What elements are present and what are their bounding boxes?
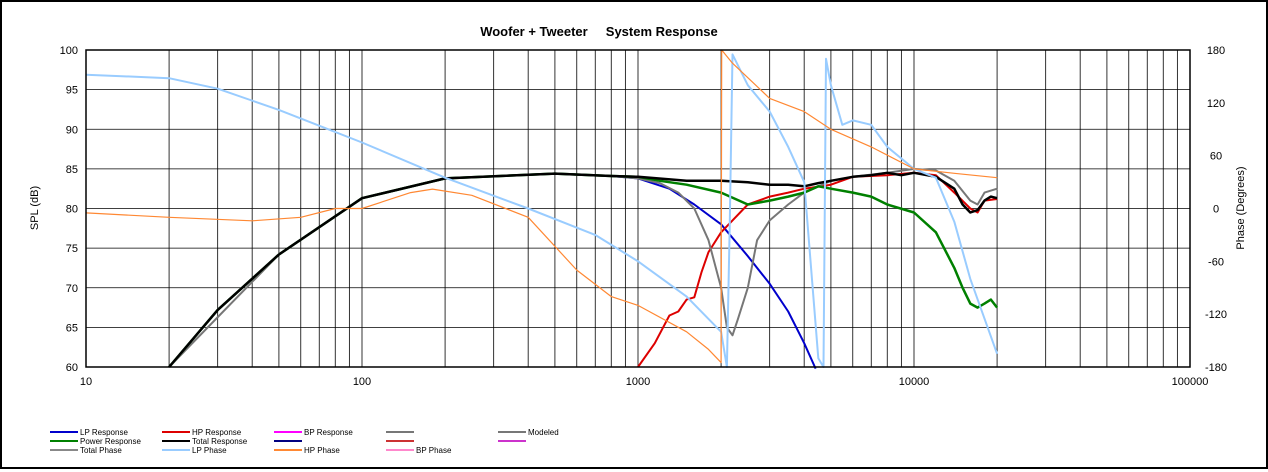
legend-label: LP Response	[80, 428, 128, 437]
y-axis-label: SPL (dB)	[29, 186, 41, 230]
x-tick-label: 100000	[1172, 376, 1209, 388]
legend-label: Modeled	[528, 428, 559, 437]
y2-tick-label: -180	[1205, 362, 1227, 374]
series-lines	[85, 49, 999, 370]
y-tick-labels: 60 65 70 75 80 85 90 95 100	[60, 45, 78, 374]
y-tick-label: 85	[66, 164, 78, 176]
y2-tick-label: 0	[1213, 204, 1219, 216]
y2-axis-label: Phase (Degrees)	[1235, 166, 1247, 249]
y-tick-label: 95	[66, 85, 78, 97]
x-tick-label: 10000	[899, 376, 930, 388]
x-tick-label: 10	[80, 376, 92, 388]
legend: LP Response HP Response BP Response Modeled…	[50, 428, 559, 455]
x-tick-label: 1000	[626, 376, 650, 388]
series-total_response	[168, 171, 998, 368]
legend-label: HP Phase	[304, 446, 340, 455]
legend-label: BP Response	[304, 428, 353, 437]
y-tick-label: 100	[60, 45, 78, 57]
y2-tick-label: 120	[1207, 98, 1225, 110]
legend-label: LP Phase	[192, 446, 227, 455]
y2-tick-label: -120	[1205, 309, 1227, 321]
x-tick-labels: 10 100 1000 10000 100000	[80, 376, 1208, 388]
series-power_response	[168, 172, 999, 368]
series-lp_phase	[85, 53, 999, 368]
y-tick-label: 75	[66, 243, 78, 255]
plot-area	[85, 49, 1191, 368]
series-hp_phase	[85, 49, 998, 364]
legend-label: Total Phase	[80, 446, 122, 455]
y-tick-label: 60	[66, 362, 78, 374]
y2-tick-label: 60	[1210, 151, 1222, 163]
y2-tick-label: -60	[1208, 256, 1224, 268]
y-tick-label: 70	[66, 283, 78, 295]
legend-label: Total Response	[192, 437, 248, 446]
legend-label: BP Phase	[416, 446, 452, 455]
legend-label: Power Response	[80, 437, 141, 446]
y-tick-label: 90	[66, 124, 78, 136]
y2-tick-labels: -180 -120 -60 0 60 120 180	[1205, 45, 1227, 374]
grid	[85, 49, 1190, 368]
chart-title: Woofer + Tweeter System Response	[480, 24, 718, 39]
y-tick-label: 65	[66, 322, 78, 334]
y2-tick-label: 180	[1207, 45, 1225, 57]
legend-label: HP Response	[192, 428, 242, 437]
y-tick-label: 80	[66, 204, 78, 216]
x-tick-label: 100	[353, 376, 371, 388]
